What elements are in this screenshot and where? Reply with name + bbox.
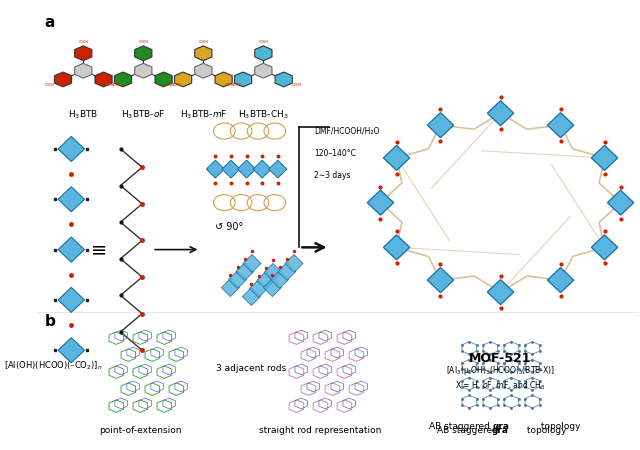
Polygon shape	[58, 136, 84, 162]
Text: COOH: COOH	[112, 83, 122, 87]
Polygon shape	[58, 338, 84, 363]
Text: COOH: COOH	[172, 83, 182, 87]
Text: COOH: COOH	[105, 83, 115, 87]
Polygon shape	[285, 255, 303, 272]
Polygon shape	[278, 262, 296, 280]
Text: 2∼3 days: 2∼3 days	[314, 171, 351, 180]
Polygon shape	[236, 262, 254, 280]
Polygon shape	[547, 268, 574, 292]
Polygon shape	[271, 270, 289, 288]
Polygon shape	[607, 190, 634, 215]
Polygon shape	[428, 112, 454, 138]
Polygon shape	[487, 101, 514, 126]
Text: H$_3$BTB-CH$_3$: H$_3$BTB-CH$_3$	[238, 109, 289, 121]
Text: gra: gra	[493, 422, 510, 431]
Text: MOF-521: MOF-521	[469, 352, 532, 365]
Polygon shape	[135, 46, 152, 61]
Polygon shape	[428, 268, 454, 292]
Polygon shape	[58, 288, 84, 312]
Text: X = H, $o$F, $m$F, and CH$_3$: X = H, $o$F, $m$F, and CH$_3$	[455, 379, 546, 392]
Polygon shape	[275, 72, 292, 87]
Polygon shape	[58, 237, 84, 262]
Text: 3 adjacent rods: 3 adjacent rods	[216, 364, 287, 373]
Polygon shape	[215, 72, 232, 87]
Text: $\equiv$: $\equiv$	[87, 240, 107, 259]
Text: straight rod representation: straight rod representation	[259, 426, 381, 435]
Text: DMF/HCOOH/H₂O: DMF/HCOOH/H₂O	[314, 126, 380, 135]
Polygon shape	[257, 271, 275, 289]
Polygon shape	[264, 263, 282, 281]
Text: topology: topology	[538, 422, 580, 431]
Text: H$_3$BTB-$m$F: H$_3$BTB-$m$F	[180, 109, 227, 121]
Polygon shape	[547, 112, 574, 138]
Text: COOH: COOH	[45, 83, 55, 87]
Polygon shape	[243, 288, 260, 306]
Polygon shape	[243, 255, 261, 272]
Text: COOH: COOH	[165, 83, 175, 87]
Text: H$_3$BTB: H$_3$BTB	[68, 109, 99, 121]
Text: ↺ 90°: ↺ 90°	[215, 222, 244, 232]
Polygon shape	[155, 72, 172, 87]
Text: COOH: COOH	[198, 40, 209, 44]
Text: AB staggered: AB staggered	[436, 426, 500, 435]
Text: COOH: COOH	[225, 83, 235, 87]
Polygon shape	[75, 63, 92, 78]
Polygon shape	[228, 270, 246, 288]
Polygon shape	[75, 46, 92, 61]
Polygon shape	[58, 187, 84, 212]
Polygon shape	[135, 63, 152, 78]
Polygon shape	[206, 160, 225, 178]
Text: 120–140°C: 120–140°C	[314, 149, 356, 158]
Polygon shape	[221, 279, 239, 297]
Text: COOH: COOH	[292, 83, 302, 87]
Polygon shape	[487, 279, 514, 305]
Polygon shape	[269, 160, 287, 178]
Polygon shape	[383, 145, 410, 171]
Polygon shape	[255, 63, 272, 78]
Polygon shape	[250, 279, 268, 297]
Polygon shape	[383, 235, 410, 260]
Polygon shape	[222, 160, 240, 178]
Text: topology: topology	[500, 426, 566, 435]
Text: COOH: COOH	[259, 40, 268, 44]
Polygon shape	[264, 279, 282, 297]
Polygon shape	[237, 160, 255, 178]
Polygon shape	[591, 145, 618, 171]
Polygon shape	[367, 190, 394, 215]
Polygon shape	[195, 63, 212, 78]
Polygon shape	[255, 46, 272, 61]
Polygon shape	[195, 46, 212, 61]
Text: COOH: COOH	[78, 40, 88, 44]
Text: b: b	[44, 315, 55, 329]
Polygon shape	[54, 72, 72, 87]
Text: COOH: COOH	[232, 83, 242, 87]
Text: AB staggered: AB staggered	[429, 422, 493, 431]
Text: point-of-extension: point-of-extension	[99, 426, 182, 435]
Text: H$_3$BTB-$o$F: H$_3$BTB-$o$F	[121, 109, 166, 121]
Text: [Al(OH)(HCOO)(–CO$_2$)]$_n$: [Al(OH)(HCOO)(–CO$_2$)]$_n$	[4, 359, 102, 372]
Text: gra: gra	[492, 426, 509, 435]
Text: [Al$_3$(μ-OH)$_3$(HCOO)$_3$(BTB-X)]: [Al$_3$(μ-OH)$_3$(HCOO)$_3$(BTB-X)]	[446, 364, 555, 377]
Polygon shape	[175, 72, 191, 87]
Text: COOH: COOH	[138, 40, 148, 44]
Polygon shape	[234, 72, 252, 87]
Polygon shape	[253, 160, 271, 178]
Text: a: a	[44, 15, 54, 30]
Polygon shape	[591, 235, 618, 260]
Polygon shape	[95, 72, 112, 87]
Polygon shape	[115, 72, 132, 87]
